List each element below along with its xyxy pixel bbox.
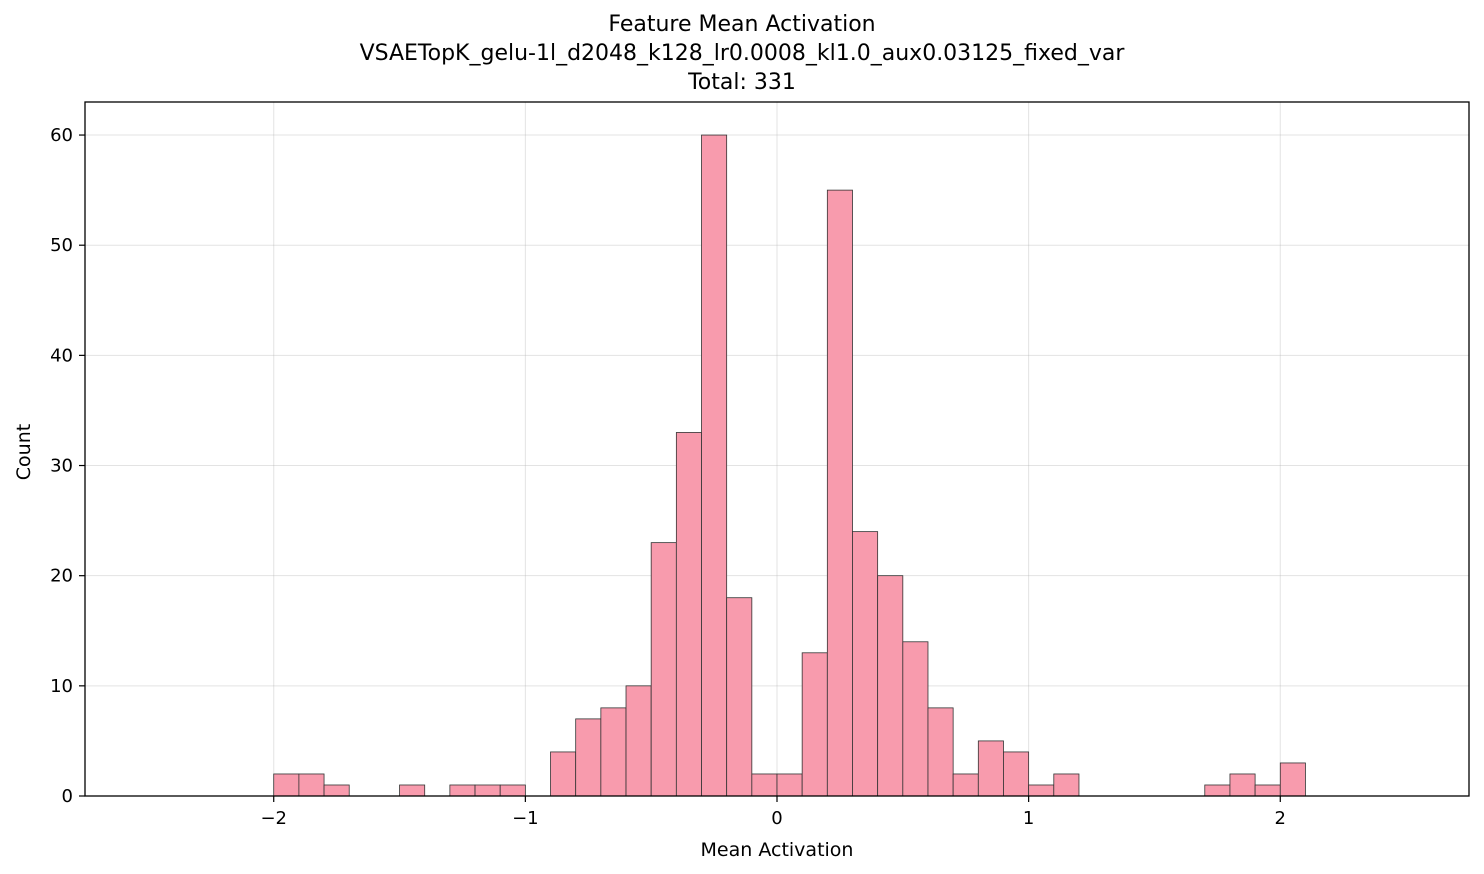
y-tick-label: 10 <box>50 676 73 697</box>
x-tick-label: −1 <box>512 808 539 829</box>
histogram-bar <box>952 773 979 797</box>
histogram-bar <box>726 597 753 797</box>
histogram-bar <box>902 641 929 797</box>
histogram-bar <box>1028 784 1055 797</box>
histogram-bar <box>650 542 677 797</box>
histogram-bar <box>877 575 904 797</box>
histogram-bar <box>826 189 853 797</box>
y-axis-label: Count <box>13 424 35 480</box>
chart-subtitle: VSAETopK_gelu-1l_d2048_k128_lr0.0008_kl1… <box>359 41 1125 66</box>
histogram-bar <box>701 134 728 797</box>
y-tick-label: 50 <box>50 235 73 256</box>
x-tick-label: 2 <box>1275 808 1286 829</box>
chart-total-label: Total: 331 <box>688 70 796 95</box>
histogram-bar <box>852 531 879 797</box>
histogram-bar <box>977 740 1004 797</box>
y-tick-label: 30 <box>50 456 73 477</box>
histogram-bar <box>927 707 954 797</box>
histogram-bar <box>474 784 501 797</box>
histogram-bar <box>1279 762 1306 797</box>
x-tick-label: −2 <box>260 808 287 829</box>
histogram-bar <box>449 784 476 797</box>
histogram-bar <box>550 751 577 797</box>
histogram-bar <box>1204 784 1231 797</box>
histogram-bar <box>575 718 602 797</box>
y-tick-label: 20 <box>50 566 73 587</box>
histogram-bar <box>751 773 778 797</box>
histogram-bar <box>675 432 702 797</box>
x-tick-label: 1 <box>1023 808 1034 829</box>
chart-title: Feature Mean Activation <box>608 12 876 37</box>
histogram-bar <box>298 773 325 797</box>
histogram-bar <box>625 685 652 797</box>
bars-layer <box>273 134 1306 797</box>
histogram-bar <box>323 784 350 797</box>
histogram-bar <box>776 773 803 797</box>
grid-layer <box>85 102 1469 797</box>
histogram-bar <box>499 784 526 797</box>
histogram-bar <box>801 652 828 797</box>
histogram-bar <box>273 773 300 797</box>
x-axis-label: Mean Activation <box>701 839 854 861</box>
histogram-bar <box>1254 784 1281 797</box>
histogram-bar <box>1053 773 1080 797</box>
x-tick-label: 0 <box>771 808 782 829</box>
histogram-bar <box>600 707 627 797</box>
histogram-bar <box>1003 751 1030 797</box>
histogram-bar <box>399 784 426 797</box>
y-tick-label: 60 <box>50 125 73 146</box>
y-tick-label: 40 <box>50 345 73 366</box>
y-tick-label: 0 <box>62 786 73 807</box>
histogram-bar <box>1229 773 1256 797</box>
